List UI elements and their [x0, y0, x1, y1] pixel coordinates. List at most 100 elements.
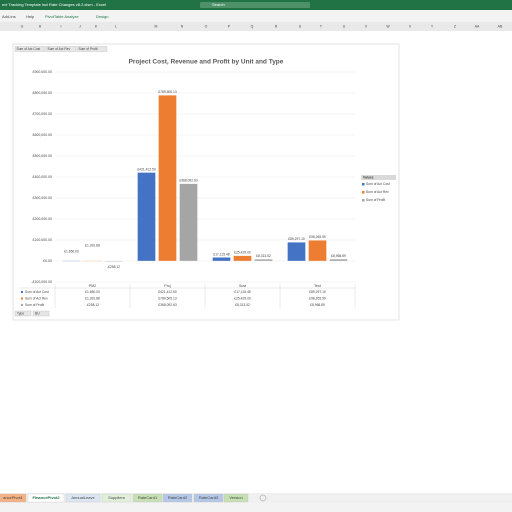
sheet-tab[interactable] — [0, 493, 27, 503]
table-cell: -£258.12 — [86, 303, 99, 307]
table-cell: £789,505.13 — [158, 296, 177, 300]
table-cell: £8,968.89 — [310, 303, 325, 307]
data-label: -£258.12 — [107, 265, 120, 269]
sheet-tab-label[interactable]: Suppliers — [108, 495, 125, 500]
data-label: £89,297.10 — [288, 237, 305, 241]
sheet-tab[interactable] — [101, 493, 132, 503]
table-key — [21, 304, 23, 306]
data-label: £25,429.00 — [234, 251, 251, 255]
y-tick-label: £100,000.00 — [33, 238, 53, 242]
legend-label: Sum of Act Rev — [366, 190, 389, 194]
sheet-tab-bar — [0, 493, 512, 503]
table-cell: £89,297.10 — [309, 290, 326, 294]
ribbon-tab[interactable]: PivotTable Analyze — [45, 14, 79, 19]
y-tick-label: £500,000.00 — [33, 154, 53, 158]
sheet-tab-label[interactable]: RateCard2 — [168, 495, 188, 500]
column-header: X — [409, 24, 412, 28]
sheet-tab[interactable] — [193, 493, 224, 503]
legend-title-box — [361, 175, 396, 180]
sheet-tab[interactable] — [162, 493, 193, 503]
sheet-tab-label[interactable]: FinancePivot2 — [32, 495, 60, 500]
data-label: £98,265.99 — [309, 235, 326, 239]
bar — [212, 257, 231, 262]
sheet-tab[interactable] — [223, 493, 249, 503]
table-key — [21, 291, 23, 293]
column-header: I — [61, 24, 62, 28]
field-button-label: Sum of Profit — [79, 47, 98, 51]
sheet-tab-label[interactable]: ancePivot1 — [3, 495, 24, 500]
column-header: M — [155, 24, 158, 28]
search-box[interactable] — [200, 2, 310, 8]
table-cell: £25,429.00 — [234, 296, 251, 300]
y-tick-label: £0.00 — [43, 259, 52, 263]
chart-area[interactable] — [12, 43, 400, 321]
sheet-tab[interactable] — [27, 493, 65, 503]
column-header: AB — [498, 24, 503, 28]
column-header: O — [205, 24, 208, 28]
legend-label: Sum of Act Cost — [366, 182, 390, 186]
field-button[interactable] — [76, 46, 108, 52]
bar — [83, 260, 102, 262]
column-header-bar — [0, 22, 512, 31]
column-header: Y — [431, 24, 434, 28]
sheet-tab[interactable] — [132, 493, 163, 503]
legend-key — [362, 199, 365, 202]
ribbon-tab[interactable]: Add-ins — [2, 14, 16, 19]
field-button[interactable] — [14, 46, 46, 52]
y-tick-label: £700,000.00 — [33, 112, 53, 116]
sheet-tab-label[interactable]: Version — [229, 495, 242, 500]
table-row-label: Sum of Act Cost — [25, 290, 49, 294]
window-title: ect Tracking Template incl Rate Changes … — [2, 2, 106, 7]
x-tick-label: Sust — [239, 284, 246, 288]
sheet-tab-label[interactable]: RateCard3 — [199, 495, 219, 500]
y-tick-label: £600,000.00 — [33, 133, 53, 137]
filter-button-label: Type — [17, 311, 24, 315]
table-cell: £8,313.52 — [235, 303, 250, 307]
filter-button-label: BU — [35, 311, 40, 315]
data-label: £368,092.63 — [179, 179, 198, 183]
x-tick-label: Test — [314, 284, 320, 288]
data-label: £1,391.88 — [85, 244, 100, 248]
legend-key — [362, 183, 365, 186]
column-header: W — [386, 24, 390, 28]
column-header: J — [79, 24, 81, 28]
table-row-label: Sum of Profit — [25, 303, 44, 307]
bar — [179, 183, 198, 262]
ribbon-tab[interactable]: Design — [96, 14, 108, 19]
column-header: P — [228, 24, 231, 28]
column-header: H — [39, 24, 42, 28]
sheet-tab-label[interactable]: AnnualLeave — [71, 495, 95, 500]
filter-button[interactable] — [14, 310, 32, 317]
data-label: £8,968.89 — [331, 254, 346, 258]
x-tick-label: Proj — [164, 284, 170, 288]
column-header: AA — [475, 24, 480, 28]
ribbon-tab[interactable]: Help — [26, 14, 35, 19]
search-text: Search — [212, 2, 225, 7]
data-label: £17,115.48 — [213, 252, 229, 256]
bar — [62, 260, 81, 262]
table-cell: £421,412.50 — [158, 290, 177, 294]
bar — [287, 242, 306, 262]
field-button[interactable] — [45, 46, 77, 52]
filter-button[interactable] — [32, 310, 50, 317]
y-tick-label: £900,000.00 — [33, 70, 53, 74]
sheet-tab[interactable] — [65, 493, 101, 503]
table-cell: £1,650.00 — [85, 290, 100, 294]
legend-key — [362, 191, 365, 194]
data-label: £8,313.52 — [256, 254, 271, 258]
column-header: N — [181, 24, 184, 28]
bar — [104, 260, 123, 262]
column-header: T — [320, 24, 323, 28]
field-button-label: Sum of Act Rev — [48, 47, 71, 51]
column-header: R — [275, 24, 278, 28]
y-tick-label: £400,000.00 — [33, 175, 53, 179]
column-header: S — [299, 24, 302, 28]
table-key — [21, 297, 23, 300]
chart-title: Project Cost, Revenue and Profit by Unit… — [129, 59, 284, 66]
add-sheet-button[interactable] — [259, 494, 267, 502]
column-header: Z — [454, 24, 457, 28]
table-cell: £17,115.48 — [234, 290, 250, 294]
column-header: K — [95, 24, 98, 28]
sheet-tab-label[interactable]: RateCard1 — [138, 495, 158, 500]
